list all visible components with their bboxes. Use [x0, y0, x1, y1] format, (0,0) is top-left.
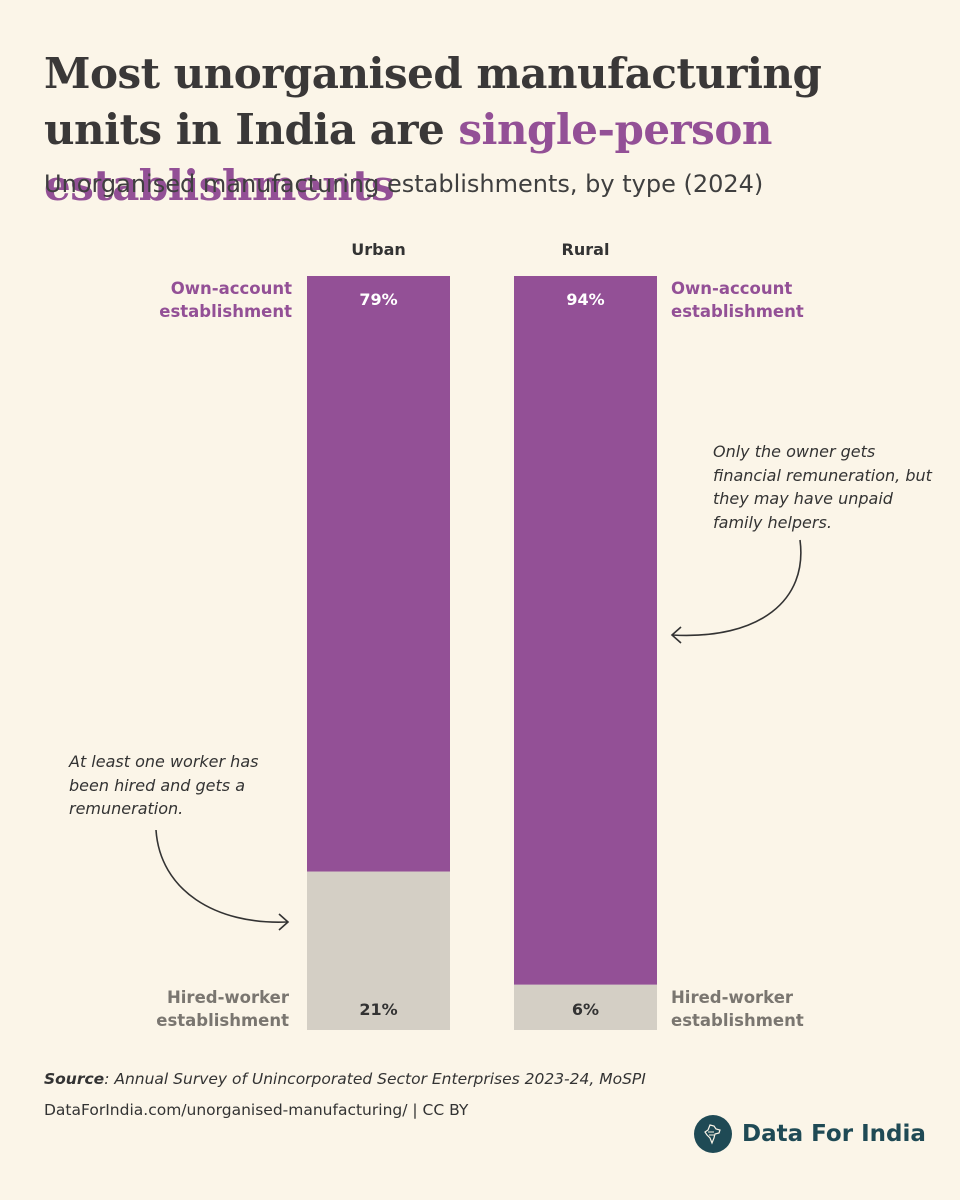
series-label-own-left-line2: establishment — [159, 302, 292, 321]
source-text: : Annual Survey of Unincorporated Sector… — [104, 1070, 646, 1088]
annotation-own-account: Only the owner gets financial remunerati… — [713, 442, 932, 532]
arrow-hired-annotation — [155, 829, 288, 923]
series-label-hired-left-line1: Hired-worker — [167, 988, 290, 1007]
india-map-logo-icon — [694, 1115, 732, 1153]
arrow-own-head-icon — [670, 626, 682, 644]
series-label-hired-left-line2: establishment — [156, 1011, 289, 1030]
series-label-own-right-line1: Own-account — [671, 279, 792, 298]
title-main: Most unorganised manufacturing units in … — [44, 49, 822, 154]
source-label: Source — [44, 1070, 105, 1088]
series-label-hired-right-line1: Hired-worker — [671, 988, 794, 1007]
category-label-rural: Rural — [562, 240, 610, 259]
series-label-own-left-line1: Own-account — [171, 279, 292, 298]
value-label-own-urban: 79% — [359, 290, 397, 309]
value-label-own-rural: 94% — [566, 290, 604, 309]
series-label-hired-right-line2: establishment — [671, 1011, 804, 1030]
arrow-own-annotation — [671, 539, 802, 637]
bar-own-account-urban — [307, 276, 450, 872]
value-label-hired-rural: 6% — [572, 1000, 599, 1019]
series-label-own-right-line2: establishment — [671, 302, 804, 321]
stacked-bar-chart: Urban 79% 21% Rural 94% 6% Own-account establis… — [155, 240, 804, 1030]
bar-hired-worker-urban — [307, 871, 450, 1030]
brand[interactable]: Data For India — [694, 1115, 926, 1153]
value-label-hired-urban: 21% — [359, 1000, 397, 1019]
bar-own-account-rural — [514, 276, 657, 985]
source-note: Source: Annual Survey of Unincorporated … — [44, 1070, 646, 1088]
bar-hired-worker-rural — [514, 984, 657, 1030]
chart-subtitle: Unorganised manufacturing establishments… — [44, 170, 764, 198]
brand-name: Data For India — [742, 1121, 926, 1147]
title-highlight: single-person establishments — [44, 105, 772, 210]
source-url[interactable]: DataForIndia.com/unorganised-manufacturi… — [44, 1101, 469, 1119]
chart-title: Most unorganised manufacturing units in … — [44, 46, 934, 214]
arrow-hired-head-icon — [278, 913, 290, 931]
category-label-urban: Urban — [351, 240, 406, 259]
annotation-hired-worker: At least one worker has been hired and g… — [69, 752, 259, 818]
